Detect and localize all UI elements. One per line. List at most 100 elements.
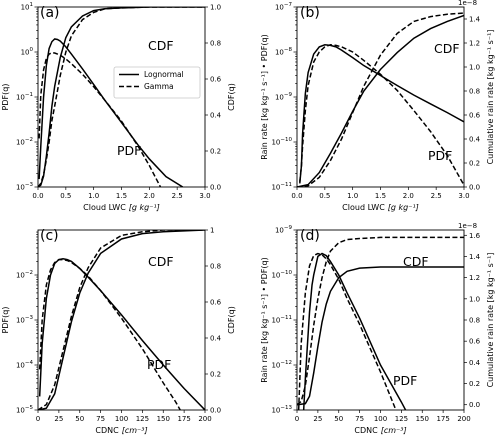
series-group [38,230,205,410]
y-right-tick-label: 0.8 [210,263,221,271]
y-right-tick-label: 1.4 [469,253,481,261]
y-left-tick-label: 10−10 [271,270,292,280]
y-left-tick-label: 10−11 [271,315,292,325]
y-left-tick-label: 100 [21,47,34,57]
y-left-tick-label: 10−1 [16,92,33,102]
y-left-tick-label: 10−7 [275,2,293,12]
y-right-tick-label: 0.6 [469,338,481,346]
series-group [38,7,205,187]
y-right-tick-label: 0.0 [469,184,480,192]
y-right-tick-label: 0.2 [210,148,221,156]
y-right-tick-label: 0.4 [469,136,481,144]
gamma-pdf-line [297,252,397,410]
series-group [297,12,464,187]
y-right-tick-label: 0.8 [469,317,480,325]
y-left-tick-label: 10−11 [271,182,292,192]
x-tick-label: 1.0 [88,192,99,200]
x-tick-label: 75 [355,415,364,423]
panel-label: (d) [300,228,320,244]
x-tick-label: 75 [96,415,105,423]
lognormal-pdf-line [299,43,464,184]
y-left-tick-label: 10−10 [271,137,292,147]
x-axis-label: CDNC [cm⁻³] [95,426,147,435]
y-right-tick-label: 0.8 [210,40,221,48]
x-tick-label: 0.0 [32,192,43,200]
y-right-tick-label: 0.6 [469,112,481,120]
x-tick-label: 1.0 [347,192,358,200]
x-tick-label: 0.5 [60,192,71,200]
y-left-tick-label: 10−3 [16,315,34,325]
x-tick-label: 200 [198,415,211,423]
x-axis-label: CDNC [cm⁻³] [354,426,406,435]
lognormal-pdf-line [38,257,205,410]
x-tick-label: 100 [374,415,387,423]
cdf-annotation: CDF [403,254,429,269]
gamma-pdf-line [38,258,182,410]
x-tick-label: 2.5 [431,192,442,200]
x-tick-label: 3.0 [458,192,469,200]
y-left-tick-label: 10−12 [271,360,292,370]
cdf-annotation: CDF [148,38,174,53]
y-left-tick-label: 10−13 [271,405,292,415]
x-tick-label: 175 [436,415,449,423]
pdf-annotation: PDF [393,373,417,388]
y-left-axis-label: Rain rate [kg kg⁻¹ s⁻¹] • PDF(q) [260,257,269,382]
cdf-annotation: CDF [148,254,174,269]
y-left-tick-label: 101 [21,2,33,12]
x-tick-label: 2.0 [144,192,155,200]
panel-label: (c) [40,228,59,244]
x-tick-label: 100 [115,415,128,423]
y-right-tick-label: 0.4 [210,335,222,343]
x-axis-label: Cloud LWC [g kg⁻¹] [342,203,419,212]
y-left-tick-label: 10−4 [16,360,34,370]
x-axis-label: Cloud LWC [g kg⁻¹] [83,203,160,212]
x-tick-label: 150 [416,415,429,423]
y-right-tick-label: 0.6 [210,76,222,84]
y-right-tick-label: 1.0 [469,295,480,303]
y-left-tick-label: 10−9 [275,92,293,102]
y-right-tick-label: 1.6 [469,232,481,240]
y-left-tick-label: 10−3 [16,182,34,192]
y-right-tick-label: 0.0 [210,184,221,192]
y-right-offset-text: 1e−8 [458,0,477,7]
x-tick-label: 175 [177,415,190,423]
x-tick-label: 150 [157,415,170,423]
x-tick-label: 50 [75,415,84,423]
y-right-tick-label: 1.0 [469,64,480,72]
y-left-axis-label: PDF(q) [1,84,10,111]
gamma-pdf-line [38,52,162,187]
legend: Lognormal Gamma [113,66,201,99]
pdf-annotation: PDF [428,148,452,163]
x-tick-label: 25 [54,415,63,423]
y-left-tick-label: 10−2 [16,270,33,280]
y-right-tick-label: 1.4 [469,16,481,24]
x-tick-label: 0.5 [319,192,330,200]
y-right-tick-label: 0.4 [210,112,222,120]
y-right-tick-label: 1 [210,227,214,235]
y-left-tick-label: 10−2 [16,137,33,147]
gamma-cdf-line [38,230,205,410]
y-right-tick-label: 0.0 [210,407,221,415]
y-right-tick-label: 0.2 [469,380,480,388]
panel-label: (a) [40,5,60,21]
y-left-tick-label: 10−5 [16,405,34,415]
lognormal-cdf-line [297,266,464,406]
x-tick-label: 25 [313,415,322,423]
x-tick-label: 0 [36,415,40,423]
chart-panel-c: 0 25 50 75 100 125 150 175 200 10−2 10−3 10−4 10−5 0.… [1,227,236,436]
y-right-tick-label: 0.0 [469,401,480,409]
y-right-tick-label: 1.2 [469,274,480,282]
y-right-tick-label: 0.8 [469,88,480,96]
x-tick-label: 1.5 [375,192,386,200]
gamma-cdf-line [297,236,464,406]
y-right-axis-label: Cumulative rain rate [kg kg⁻¹ s⁻¹] [486,30,495,165]
x-tick-label: 125 [136,415,149,423]
chart-panel-d: 0 25 50 75 100 125 150 175 200 10−9 10−10 10−11 10−1… [260,222,495,435]
y-right-axis-label: Cumulative rain rate [kg kg⁻¹ s⁻¹] [486,253,495,388]
pdf-annotation: PDF [117,143,141,158]
pdf-annotation: PDF [147,357,171,372]
y-right-axis-label: CDF(q) [227,306,236,334]
y-right-tick-label: 0.4 [469,359,481,367]
y-left-axis-label: Rain rate [kg kg⁻¹ s⁻¹] • PDF(q) [260,34,269,159]
y-right-tick-label: 0.2 [469,160,480,168]
